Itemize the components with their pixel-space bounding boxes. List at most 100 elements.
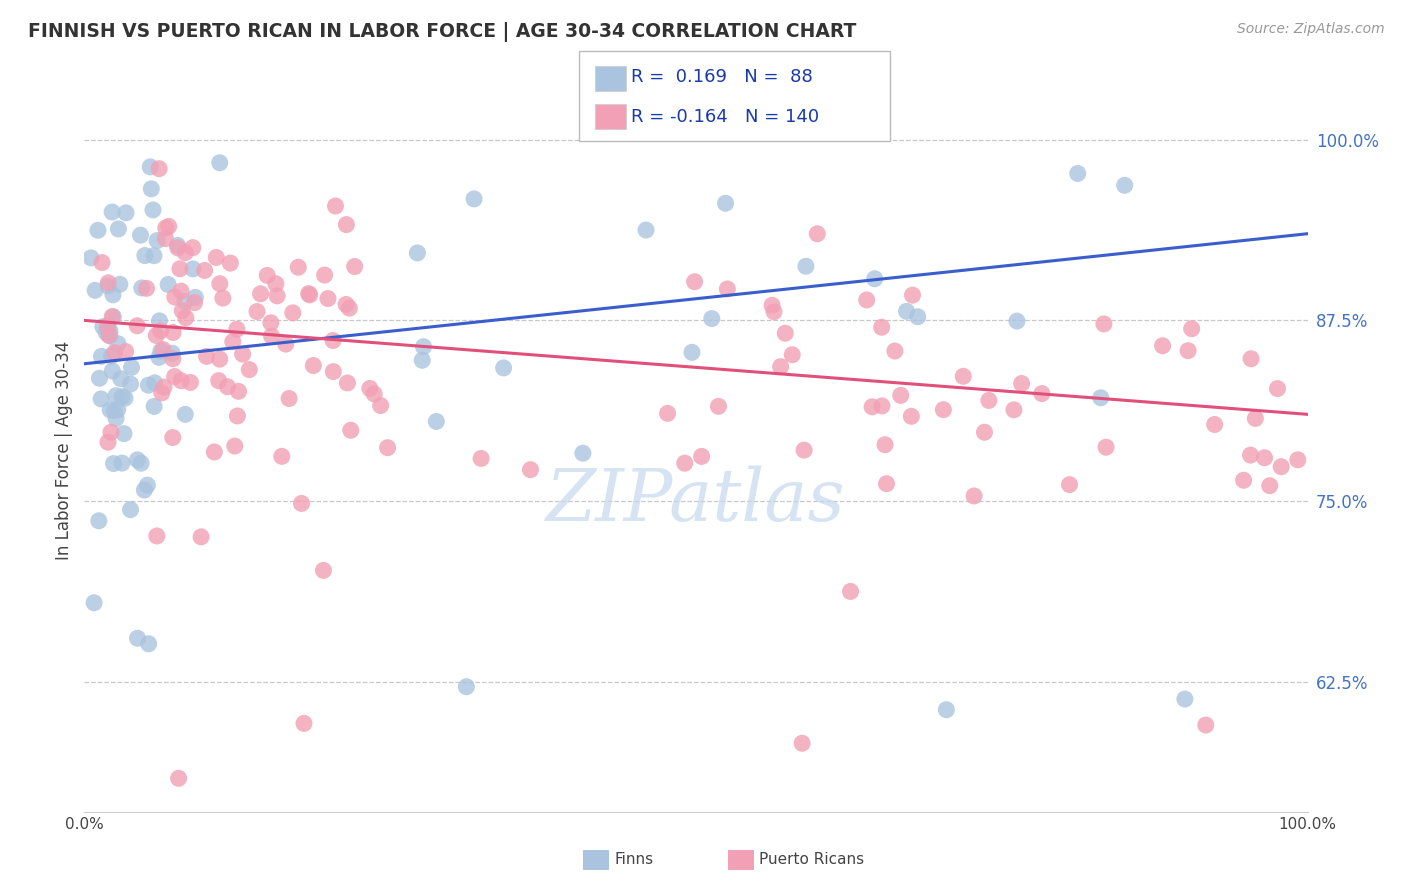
Point	[935, 703, 957, 717]
Point	[316, 292, 339, 306]
Point	[769, 359, 792, 374]
Point	[139, 160, 162, 174]
Y-axis label: In Labor Force | Age 30-34: In Labor Force | Age 30-34	[55, 341, 73, 560]
Point	[292, 716, 315, 731]
Point	[883, 344, 905, 359]
Point	[876, 476, 898, 491]
Point	[162, 431, 184, 445]
Point	[264, 277, 287, 291]
Point	[298, 286, 321, 301]
Point	[212, 291, 235, 305]
Point	[114, 344, 136, 359]
Point	[232, 347, 254, 361]
Point	[260, 316, 283, 330]
Point	[172, 303, 194, 318]
Point	[150, 385, 173, 400]
Point	[1174, 692, 1197, 706]
Point	[103, 403, 125, 417]
Point	[325, 199, 347, 213]
Point	[863, 272, 886, 286]
Point	[114, 391, 136, 405]
Point	[149, 324, 172, 338]
Point	[149, 343, 172, 358]
Text: ZIPatlas: ZIPatlas	[546, 466, 846, 536]
Text: Puerto Ricans: Puerto Ricans	[759, 853, 865, 867]
Point	[110, 372, 132, 386]
Point	[105, 411, 128, 425]
Point	[103, 310, 125, 324]
Point	[157, 277, 180, 292]
Point	[775, 326, 797, 341]
Point	[103, 345, 125, 359]
Point	[141, 182, 163, 196]
Point	[681, 345, 703, 359]
Point	[166, 238, 188, 252]
Point	[179, 376, 201, 390]
Point	[131, 281, 153, 295]
Point	[377, 441, 399, 455]
Point	[246, 304, 269, 318]
Point	[780, 348, 803, 362]
Point	[112, 426, 135, 441]
Point	[222, 334, 245, 349]
Point	[96, 326, 118, 340]
Point	[170, 374, 193, 388]
Point	[977, 393, 1000, 408]
Text: Finns: Finns	[614, 853, 654, 867]
Point	[162, 351, 184, 366]
Point	[463, 192, 485, 206]
Point	[183, 295, 205, 310]
Point	[572, 446, 595, 460]
Point	[97, 279, 120, 293]
Point	[763, 304, 786, 318]
Point	[157, 219, 180, 234]
Point	[290, 496, 312, 510]
Point	[425, 414, 447, 428]
Point	[714, 196, 737, 211]
Point	[870, 320, 893, 334]
Point	[174, 294, 197, 309]
Point	[336, 376, 359, 390]
Point	[155, 232, 177, 246]
Point	[335, 218, 357, 232]
Point	[208, 277, 231, 291]
Point	[860, 400, 883, 414]
Point	[101, 288, 124, 302]
Point	[104, 389, 127, 403]
Point	[174, 408, 197, 422]
Point	[1253, 450, 1275, 465]
Point	[91, 319, 114, 334]
Point	[83, 596, 105, 610]
Point	[101, 205, 124, 219]
Point	[181, 261, 204, 276]
Point	[111, 456, 134, 470]
Point	[115, 206, 138, 220]
Point	[932, 402, 955, 417]
Point	[190, 530, 212, 544]
Point	[97, 322, 120, 336]
Text: FINNISH VS PUERTO RICAN IN LABOR FORCE | AGE 30-34 CORRELATION CHART: FINNISH VS PUERTO RICAN IN LABOR FORCE |…	[28, 22, 856, 42]
Point	[266, 289, 288, 303]
Point	[148, 161, 170, 176]
Point	[143, 400, 166, 414]
Point	[1233, 473, 1256, 487]
Point	[1005, 314, 1028, 328]
Point	[790, 736, 813, 750]
Point	[98, 328, 121, 343]
Point	[167, 241, 190, 255]
Point	[146, 234, 169, 248]
Point	[1114, 178, 1136, 193]
Point	[107, 222, 129, 236]
Point	[148, 314, 170, 328]
Text: Source: ZipAtlas.com: Source: ZipAtlas.com	[1237, 22, 1385, 37]
Point	[163, 290, 186, 304]
Point	[80, 251, 103, 265]
Point	[194, 263, 217, 277]
Point	[963, 489, 986, 503]
Point	[163, 369, 186, 384]
Point	[120, 377, 142, 392]
Point	[148, 351, 170, 365]
Point	[134, 483, 156, 497]
Point	[103, 457, 125, 471]
Point	[302, 359, 325, 373]
